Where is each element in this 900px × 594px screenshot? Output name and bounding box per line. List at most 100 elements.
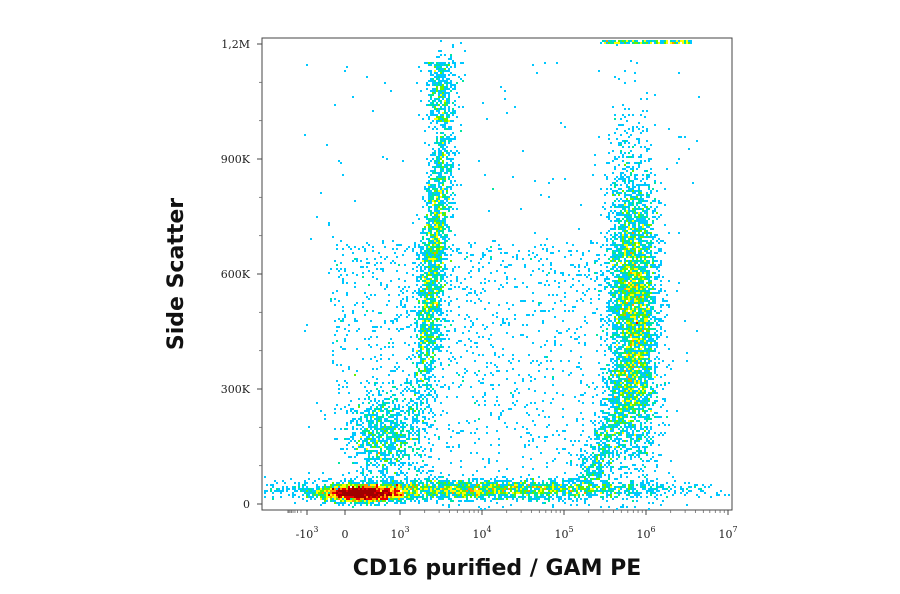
event-dot [614, 226, 616, 228]
event-dot [632, 248, 634, 250]
event-dot [442, 124, 444, 126]
event-dot [618, 486, 620, 488]
event-dot [654, 252, 656, 254]
event-dot [344, 484, 346, 486]
event-dot [640, 192, 642, 194]
event-dot [276, 490, 278, 492]
event-dot [376, 480, 378, 482]
event-dot [628, 304, 630, 306]
event-dot [604, 488, 606, 490]
event-dot [442, 192, 444, 194]
event-dot [340, 480, 342, 482]
event-dot [646, 232, 648, 234]
event-dot [608, 230, 610, 232]
event-dot [454, 496, 456, 498]
event-dot [326, 490, 328, 492]
event-dot [344, 488, 346, 490]
event-dot [620, 492, 622, 494]
event-dot [496, 488, 498, 490]
event-dot [622, 268, 624, 270]
event-dot [344, 490, 346, 492]
event-dot [588, 486, 590, 488]
event-dot [640, 216, 642, 218]
event-dot [474, 484, 476, 486]
event-dot [378, 504, 380, 506]
event-dot [432, 170, 434, 172]
event-dot [622, 308, 624, 310]
event-dot [490, 486, 492, 488]
event-dot [420, 386, 422, 388]
event-dot [436, 218, 438, 220]
event-dot [510, 494, 512, 496]
event-dot [430, 328, 432, 330]
event-dot [432, 248, 434, 250]
event-dot [440, 248, 442, 250]
event-dot [650, 250, 652, 252]
event-dot [620, 284, 622, 286]
event-dot [460, 488, 462, 490]
event-dot [434, 280, 436, 282]
event-dot [428, 308, 430, 310]
event-dot [658, 486, 660, 488]
event-dot [350, 480, 352, 482]
event-dot [332, 500, 334, 502]
event-dot [434, 272, 436, 274]
event-dot [452, 112, 454, 114]
event-dot [358, 440, 360, 442]
event-dot [396, 454, 398, 456]
event-dot [642, 304, 644, 306]
event-dot [628, 326, 630, 328]
event-dot [622, 180, 624, 182]
event-dot [448, 62, 450, 64]
event-dot [338, 498, 340, 500]
event-dot [432, 412, 434, 414]
event-dot [432, 362, 434, 364]
event-dot [438, 248, 440, 250]
event-dot [626, 186, 628, 188]
event-dot [526, 490, 528, 492]
event-dot [430, 342, 432, 344]
event-dot [664, 242, 666, 244]
event-dot [414, 394, 416, 396]
event-dot [364, 432, 366, 434]
event-dot [622, 236, 624, 238]
event-dot [340, 490, 342, 492]
event-dot [348, 480, 350, 482]
event-dot [404, 490, 406, 492]
event-dot [630, 454, 632, 456]
event-dot [426, 354, 428, 356]
event-dot [372, 442, 374, 444]
event-dot [646, 264, 648, 266]
event-dot [638, 346, 640, 348]
event-dot [332, 488, 334, 490]
event-dot [384, 498, 386, 500]
event-dot [384, 480, 386, 482]
event-dot [420, 480, 422, 482]
event-dot [446, 208, 448, 210]
event-dot [436, 140, 438, 142]
event-dot [628, 330, 630, 332]
event-dot [632, 226, 634, 228]
event-dot [336, 494, 338, 496]
event-dot [646, 286, 648, 288]
event-dot [438, 212, 440, 214]
event-dot [646, 374, 648, 376]
event-dot [372, 500, 374, 502]
event-dot [430, 362, 432, 364]
event-dot [438, 350, 440, 352]
event-dot [420, 270, 422, 272]
event-dot [638, 400, 640, 402]
event-dot [450, 490, 452, 492]
event-dot [362, 442, 364, 444]
event-dot [432, 260, 434, 262]
event-dot [292, 492, 294, 494]
event-dot [644, 254, 646, 256]
event-dot [418, 280, 420, 282]
event-dot [646, 328, 648, 330]
event-dot [632, 438, 634, 440]
event-dot [438, 182, 440, 184]
event-dot [642, 326, 644, 328]
event-dot [626, 200, 628, 202]
event-dot [448, 474, 450, 476]
event-dot [390, 414, 392, 416]
